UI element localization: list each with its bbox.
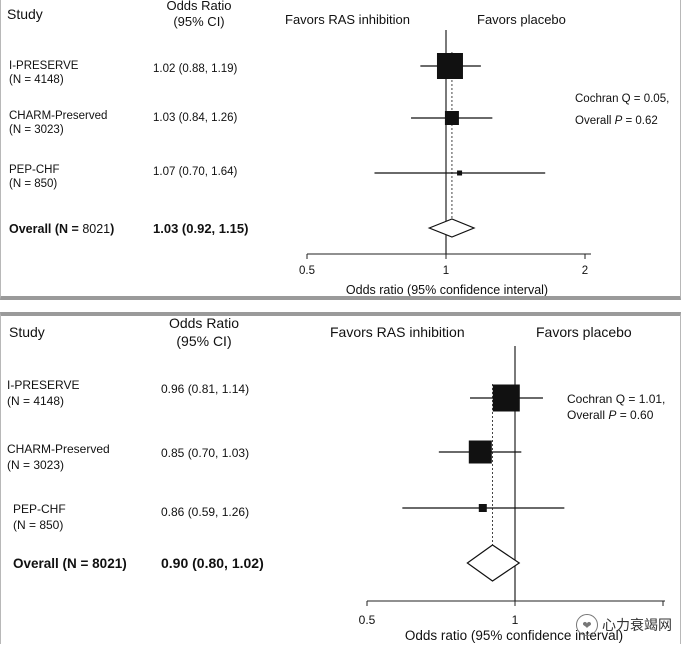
overall-diamond — [466, 544, 521, 582]
study-ci-text: 0.96 (0.81, 1.14) — [161, 382, 249, 396]
ci-header: (95% CI) — [176, 333, 231, 349]
study-name: CHARM-Preserved — [9, 110, 107, 122]
overall-ci-text: 1.03 (0.92, 1.15) — [153, 221, 248, 236]
point-estimate-box — [492, 384, 520, 412]
overall-label: Overall (N = 8021) — [13, 556, 127, 571]
study-ci-text: 0.86 (0.59, 1.26) — [161, 505, 249, 519]
study-name: PEP-CHF — [9, 164, 59, 176]
study-n: (N = 850) — [13, 518, 63, 532]
point-estimate-box — [478, 504, 487, 512]
favors-right-label: Favors placebo — [477, 12, 566, 27]
study-ci-text: 1.02 (0.88, 1.19) — [153, 63, 238, 75]
study-ci-text: 1.03 (0.84, 1.26) — [153, 112, 238, 124]
overall-diamond — [427, 218, 476, 238]
favors-left-label: Favors RAS inhibition — [330, 324, 465, 340]
forest-plot-panel-2: Study Odds Ratio (95% CI) Favors RAS inh… — [0, 312, 681, 644]
study-ci-text: 1.07 (0.70, 1.64) — [153, 166, 238, 178]
x-axis-label: Odds ratio (95% confidence interval) — [346, 283, 548, 296]
overall-ci-text: 0.90 (0.80, 1.02) — [161, 555, 264, 571]
watermark-text: 心力衰竭网 — [602, 618, 672, 634]
study-n: (N = 850) — [9, 178, 57, 190]
watermark-logo-icon: ❤ — [576, 614, 598, 636]
forest-plot-1: Study Odds Ratio (95% CI) Favors RAS inh… — [7, 0, 669, 297]
cochran-q-stat: Cochran Q = 0.05, — [575, 93, 669, 105]
point-estimate-box — [444, 111, 459, 125]
cochran-q-stat: Cochran Q = 1.01, — [567, 392, 665, 406]
x-tick-label: 2 — [582, 265, 588, 277]
overall-p-stat: Overall P = 0.62 — [575, 115, 658, 127]
point-estimate-box — [436, 53, 463, 79]
odds-ratio-header: Odds Ratio — [169, 316, 239, 331]
overall-p-stat: Overall P = 0.60 — [567, 408, 654, 422]
forest-marks — [306, 30, 591, 259]
study-n: (N = 4148) — [7, 394, 64, 408]
overall-label: Overall (N = 8021) — [9, 222, 114, 236]
forest-plot-2: Study Odds Ratio (95% CI) Favors RAS inh… — [7, 315, 665, 643]
study-n: (N = 3023) — [7, 458, 64, 472]
x-tick-label: 0.5 — [299, 265, 315, 277]
study-header: Study — [9, 324, 45, 340]
favors-right-label: Favors placebo — [536, 324, 632, 340]
x-tick-label: 1 — [512, 613, 519, 627]
forest-marks — [366, 346, 665, 606]
study-n: (N = 3023) — [9, 124, 64, 136]
x-tick-label: 0.5 — [359, 613, 376, 627]
x-tick-label: 1 — [443, 265, 449, 277]
study-name: I-PRESERVE — [9, 60, 79, 72]
x-axis-label: Odds ratio (95% confidence interval) — [405, 628, 623, 643]
odds-ratio-header: Odds Ratio — [166, 0, 231, 13]
favors-left-label: Favors RAS inhibition — [285, 12, 410, 27]
study-header: Study — [7, 6, 43, 22]
study-ci-text: 0.85 (0.70, 1.03) — [161, 446, 249, 460]
study-name: PEP-CHF — [13, 502, 66, 516]
study-n: (N = 4148) — [9, 74, 64, 86]
forest-plot-panel-1: Study Odds Ratio (95% CI) Favors RAS inh… — [0, 0, 681, 300]
point-estimate-box — [468, 440, 492, 464]
study-name: I-PRESERVE — [7, 378, 79, 392]
point-estimate-box — [457, 170, 463, 176]
ci-header: (95% CI) — [173, 14, 224, 29]
study-name: CHARM-Preserved — [7, 442, 110, 456]
watermark: ❤ 心力衰竭网 — [576, 614, 672, 636]
